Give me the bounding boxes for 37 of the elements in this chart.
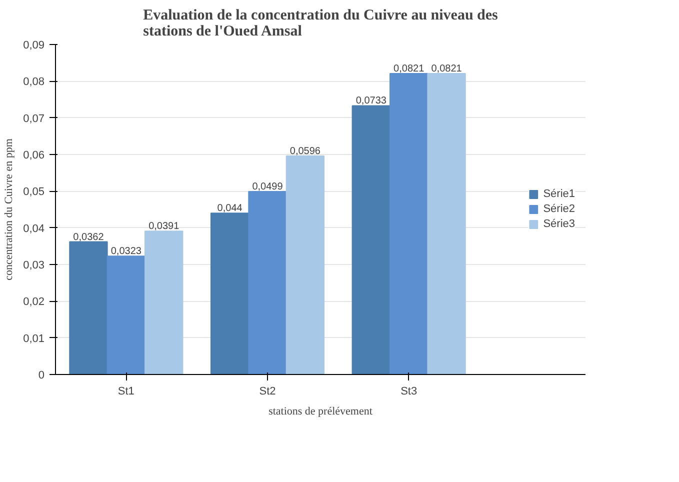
bar <box>389 72 428 374</box>
legend-label: Série3 <box>543 218 575 230</box>
bar <box>427 72 466 374</box>
data-label: 0,0821 <box>394 63 425 74</box>
chart-title: Evaluation de la concentration du Cuivre au niveau des stations de l'Oued Amsal <box>143 8 498 40</box>
legend-label: Série2 <box>543 203 575 215</box>
y-tick-label: 0,09 <box>23 40 45 52</box>
data-label: 0,0391 <box>148 221 180 232</box>
bar <box>352 105 390 374</box>
data-label: 0,0596 <box>290 146 321 157</box>
x-tick-label: St3 <box>400 386 418 398</box>
bar <box>210 212 250 374</box>
bar <box>69 241 108 374</box>
data-label: 0,044 <box>217 203 243 214</box>
y-tick-label: 0,05 <box>23 186 45 198</box>
bar <box>106 256 146 374</box>
y-tick-label: 0 <box>38 370 45 382</box>
data-label: 0,0323 <box>110 246 142 258</box>
y-axis-title: concentration du Cuivre en ppm <box>3 138 16 280</box>
bar <box>248 191 287 374</box>
data-label: 0,0821 <box>431 63 462 74</box>
y-tick-label: 0,01 <box>23 332 45 345</box>
bar <box>144 230 184 374</box>
x-axis-title: stations de prélévement <box>268 406 372 418</box>
y-tick-label: 0,08 <box>23 76 45 88</box>
data-label: 0,0362 <box>73 232 104 243</box>
data-label: 0,0733 <box>356 96 387 107</box>
x-tick-label: St2 <box>259 386 276 398</box>
y-tick-label: 0,04 <box>23 222 45 235</box>
x-tick-label: St1 <box>118 386 134 398</box>
y-tick-label: 0,02 <box>23 296 45 308</box>
y-tick-label: 0,07 <box>23 112 45 125</box>
y-tick-label: 0,06 <box>23 150 45 162</box>
y-tick-label: 0,03 <box>23 260 45 272</box>
bar <box>286 155 325 374</box>
legend-label: Série1 <box>543 188 575 200</box>
data-label: 0,0499 <box>252 182 284 193</box>
